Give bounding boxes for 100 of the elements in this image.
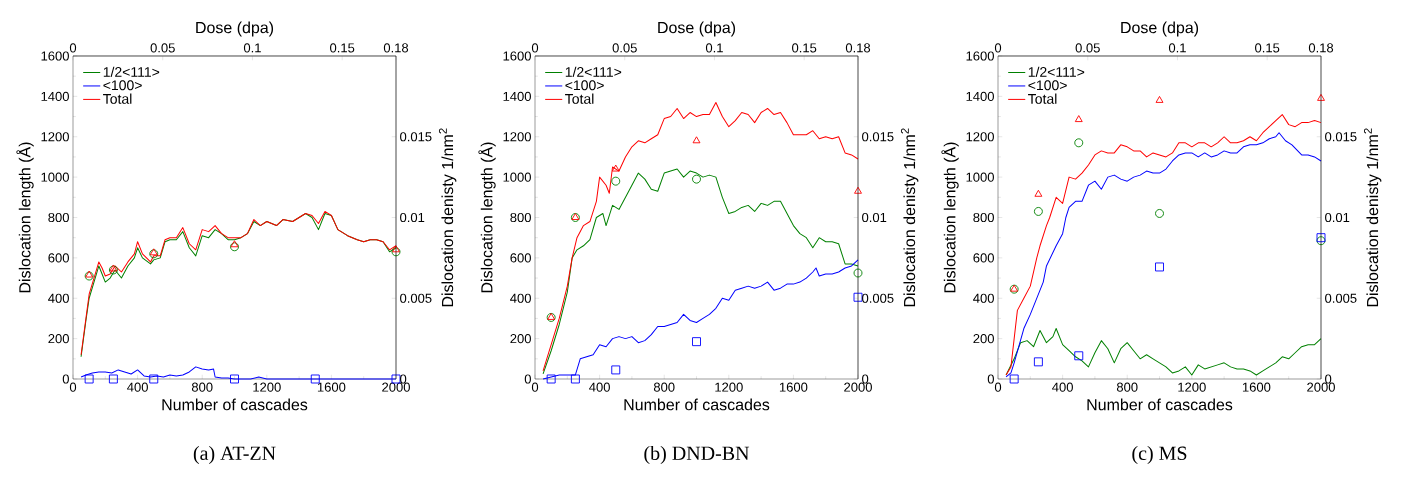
point (1155, 262, 1164, 272)
point (108, 374, 118, 384)
legend-label: 1/2<111> (103, 66, 160, 77)
point (611, 176, 621, 186)
y-tick-label: 1600 (41, 51, 69, 61)
y-tick-label: 200 (510, 334, 531, 344)
y-tick-label: 1000 (966, 172, 994, 182)
x-tick-label: 400 (127, 382, 148, 392)
point (149, 374, 159, 384)
point (230, 242, 239, 252)
point (1074, 351, 1084, 361)
x2-tick-label: 0 (69, 43, 77, 53)
point (1155, 209, 1164, 218)
text: (b) DND-BN (644, 445, 750, 465)
x-tick-label: 0 (994, 382, 1002, 392)
y2-tick-label: 0.01 (1325, 212, 1350, 223)
point (854, 186, 862, 194)
y2-tick-label: 0.005 (1325, 293, 1357, 303)
x-axis-title: Number of cascades (162, 398, 308, 411)
legend-label: <100> (1028, 80, 1067, 91)
legend-label: 1/2<111> (565, 66, 622, 77)
y-tick-label: 1400 (41, 91, 69, 101)
x2-tick-label: 0.18 (1308, 43, 1334, 53)
x-tick-label: 800 (653, 382, 675, 392)
y-tick-label: 600 (510, 253, 531, 263)
text: (c) MS (1132, 445, 1187, 465)
x-tick-label: 2000 (382, 382, 410, 392)
y-tick-label: 1000 (503, 172, 531, 182)
x-tick-label: 800 (1116, 382, 1138, 392)
legend-label: Total (1028, 93, 1057, 104)
y-tick-label: 400 (510, 293, 531, 303)
legend-label: <100> (565, 80, 604, 91)
x-tick-label: 0 (531, 382, 539, 392)
point (853, 268, 863, 278)
point (1033, 206, 1043, 216)
x2-tick-label: 0.18 (383, 43, 409, 53)
x2-tick-label: 0.15 (1255, 43, 1280, 53)
point (853, 292, 863, 302)
y-tick-label: 0 (987, 374, 994, 384)
point (84, 374, 94, 384)
x-tick-label: 400 (589, 382, 610, 392)
point (611, 365, 621, 375)
y2-tick-label: 0.015 (1325, 132, 1357, 142)
y-tick-label: 800 (510, 212, 531, 223)
y2-tick-label: 0.015 (862, 132, 894, 142)
y2-tick-label: 0.005 (862, 293, 894, 303)
point (1034, 189, 1043, 197)
x2-tick-label: 0.18 (845, 43, 871, 53)
y2-tick-label: 0.01 (400, 212, 425, 223)
point (1074, 115, 1083, 123)
y-axis-title: Dislocation length (Å) (16, 142, 34, 293)
y-tick-label: 1200 (41, 132, 69, 142)
point (546, 374, 556, 384)
point (692, 136, 701, 144)
y-tick-label: 200 (48, 334, 69, 344)
x-tick-label: 1600 (1242, 382, 1271, 392)
point (1009, 374, 1019, 384)
y-tick-label: 1400 (503, 91, 531, 101)
legend-label: Total (565, 93, 594, 104)
y2-axis-title: Dislocation denisty 1/nm$^{2}$ (438, 128, 457, 307)
y2-axis-title: Dislocation denisty 1/nm$^{2}$ (1363, 128, 1382, 307)
y-tick-label: 0 (524, 374, 531, 384)
y-axis-title: Dislocation length (Å) (478, 142, 496, 293)
x-tick-label: 1600 (317, 382, 346, 392)
x2-axis-title: Dose (dpa) (1121, 21, 1199, 37)
y-tick-label: 800 (48, 212, 69, 223)
x-tick-label: 2000 (844, 382, 872, 392)
legend-label: 1/2<111> (1028, 66, 1085, 77)
x-tick-label: 2000 (1307, 382, 1335, 392)
x2-tick-label: 0.1 (1168, 43, 1186, 53)
legend-label: <100> (103, 80, 142, 91)
x2-tick-label: 0 (531, 43, 539, 53)
legend-label: Total (103, 93, 132, 104)
y-tick-label: 1600 (503, 51, 531, 61)
x-tick-label: 1200 (715, 382, 743, 392)
x-axis-title: Number of cascades (1087, 398, 1233, 411)
y2-tick-label: 0.01 (862, 212, 887, 223)
text: (a) AT-ZN (193, 445, 276, 465)
point (692, 174, 701, 184)
y-axis-title: Dislocation length (Å) (941, 142, 959, 293)
x-tick-label: 400 (1052, 382, 1073, 392)
y2-tick-label: 0 (400, 374, 407, 384)
y2-tick-label: 0 (862, 374, 869, 384)
x-tick-label: 800 (191, 382, 213, 392)
point (310, 374, 320, 384)
y-tick-label: 1200 (503, 132, 531, 142)
y-tick-label: 600 (48, 253, 69, 263)
x2-tick-label: 0.1 (705, 43, 723, 53)
point (570, 374, 580, 384)
point (230, 240, 239, 248)
x-tick-label: 0 (69, 382, 77, 392)
x-axis-title: Number of cascades (624, 398, 770, 411)
y-tick-label: 0 (62, 374, 69, 384)
x2-tick-label: 0.05 (612, 43, 637, 53)
y2-tick-label: 0.015 (400, 132, 432, 142)
y-tick-label: 1000 (41, 172, 69, 182)
x2-axis-title: Dose (dpa) (658, 21, 736, 37)
y2-axis-title: Dislocation denisty 1/nm$^{2}$ (900, 128, 919, 307)
y-tick-label: 800 (973, 212, 994, 223)
point (230, 374, 239, 384)
